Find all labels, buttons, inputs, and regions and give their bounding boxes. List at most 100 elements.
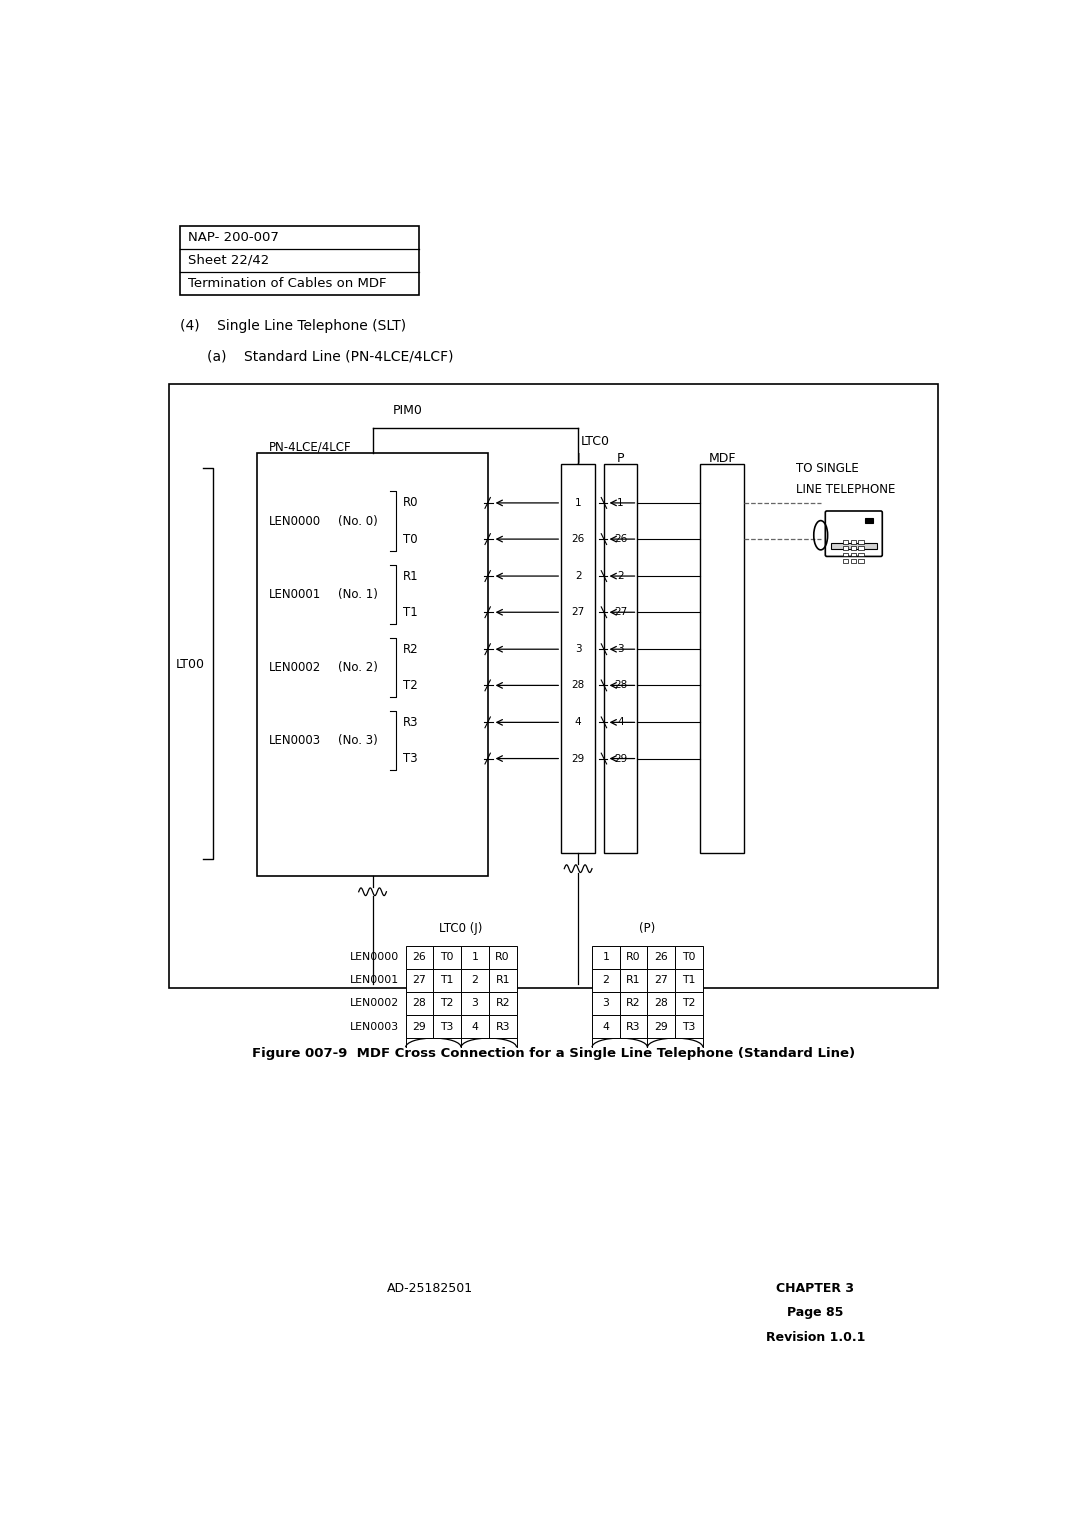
Text: LEN0000: LEN0000 [269,515,321,527]
Text: T2: T2 [441,998,454,1008]
Text: 29: 29 [613,753,627,764]
Bar [461,992,489,1015]
Text: 2: 2 [603,975,609,986]
Bar [859,541,864,544]
Bar [831,542,877,549]
Text: 29: 29 [571,753,584,764]
Bar [851,553,856,556]
Text: 28: 28 [413,998,427,1008]
Text: 26: 26 [654,952,669,963]
Text: 4: 4 [603,1022,609,1031]
Text: LEN0002: LEN0002 [269,660,321,674]
Text: R3: R3 [626,1022,640,1031]
Bar [489,1015,516,1038]
Text: Figure 007-9  MDF Cross Connection for a Single Line Telephone (Standard Line): Figure 007-9 MDF Cross Connection for a … [252,1047,855,1060]
Bar [620,992,647,1015]
Text: P: P [617,452,624,465]
Text: R0: R0 [626,952,640,963]
Text: 3: 3 [472,998,478,1008]
Bar [257,452,488,877]
Text: 27: 27 [571,607,584,617]
Text: CHAPTER 3: CHAPTER 3 [777,1282,854,1294]
Text: 27: 27 [613,607,627,617]
Text: 2: 2 [575,571,581,581]
Bar [604,465,637,853]
Text: 1: 1 [472,952,478,963]
Text: LEN0003: LEN0003 [350,1022,400,1031]
Text: R1: R1 [496,975,510,986]
Text: (P): (P) [639,923,656,935]
Bar [592,969,620,992]
Bar [592,1015,620,1038]
Text: (No. 1): (No. 1) [338,588,378,601]
Text: LTC0 (J): LTC0 (J) [440,923,483,935]
Bar [859,547,864,550]
Text: LTC0: LTC0 [580,435,609,448]
Bar [461,946,489,969]
Text: T0: T0 [683,952,696,963]
Text: R0: R0 [403,497,419,509]
Bar [406,1015,433,1038]
Text: AD-25182501: AD-25182501 [388,1282,473,1294]
Bar [620,1015,647,1038]
Text: 1: 1 [617,498,624,507]
Bar [851,559,856,562]
Bar [859,559,864,562]
Bar [843,541,849,544]
Bar [620,969,647,992]
Text: T0: T0 [403,533,418,545]
Bar [647,1015,675,1038]
Bar [406,946,433,969]
Text: 1: 1 [575,498,581,507]
Bar [489,992,516,1015]
Bar [461,1015,489,1038]
Bar [859,553,864,556]
Text: 26: 26 [613,535,627,544]
Text: Page 85: Page 85 [787,1306,843,1320]
Bar [675,969,703,992]
Text: 26: 26 [413,952,427,963]
Text: 3: 3 [617,645,624,654]
Text: 2: 2 [617,571,624,581]
Bar [675,992,703,1015]
Text: T3: T3 [403,752,418,766]
Bar [489,969,516,992]
Text: 29: 29 [413,1022,427,1031]
Bar [843,553,849,556]
Text: R1: R1 [403,570,419,582]
Text: 2: 2 [472,975,478,986]
Text: T1: T1 [403,605,418,619]
Text: LEN0002: LEN0002 [350,998,400,1008]
Text: 4: 4 [617,717,624,727]
Text: T3: T3 [683,1022,696,1031]
Text: (No. 2): (No. 2) [338,660,378,674]
Bar [592,992,620,1015]
Text: LEN0000: LEN0000 [350,952,400,963]
Text: 3: 3 [603,998,609,1008]
Text: (a)    Standard Line (PN-4LCE/4LCF): (a) Standard Line (PN-4LCE/4LCF) [207,350,454,364]
Bar [168,384,939,989]
Text: PIM0: PIM0 [392,403,422,417]
Text: NAP- 200-007: NAP- 200-007 [188,231,279,244]
Bar [647,969,675,992]
Text: 28: 28 [613,680,627,691]
Bar [433,946,461,969]
Bar [843,547,849,550]
Bar [406,992,433,1015]
Text: R2: R2 [626,998,640,1008]
Bar [700,465,744,853]
Text: 3: 3 [575,645,581,654]
Text: LINE TELEPHONE: LINE TELEPHONE [796,483,895,497]
Bar [489,946,516,969]
Bar [562,465,595,853]
Text: LEN0001: LEN0001 [269,588,321,601]
Bar [851,541,856,544]
Bar [647,946,675,969]
Text: 27: 27 [413,975,427,986]
Text: (No. 0): (No. 0) [338,515,378,527]
Bar [675,946,703,969]
Bar [433,969,461,992]
Text: T3: T3 [441,1022,454,1031]
Bar [675,1015,703,1038]
Text: 26: 26 [571,535,584,544]
